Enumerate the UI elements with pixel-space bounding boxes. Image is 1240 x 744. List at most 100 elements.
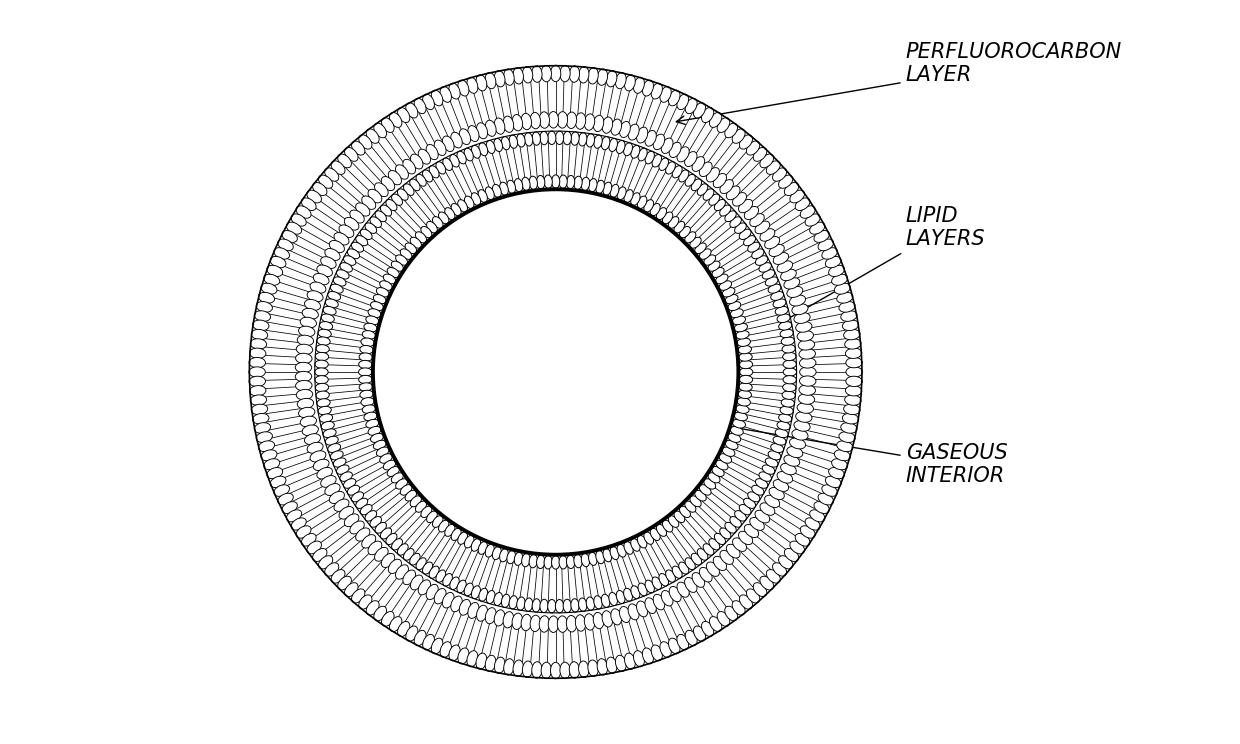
Ellipse shape [270, 476, 286, 487]
Ellipse shape [769, 245, 785, 257]
Ellipse shape [713, 557, 727, 571]
Ellipse shape [525, 132, 533, 146]
Ellipse shape [445, 208, 455, 219]
Ellipse shape [707, 562, 719, 577]
Ellipse shape [253, 320, 269, 330]
Ellipse shape [603, 182, 611, 195]
Ellipse shape [689, 496, 701, 507]
Ellipse shape [637, 196, 647, 208]
Ellipse shape [569, 661, 579, 679]
Ellipse shape [601, 137, 610, 150]
Ellipse shape [748, 492, 760, 501]
Ellipse shape [722, 288, 735, 297]
Ellipse shape [748, 243, 760, 252]
Ellipse shape [703, 544, 714, 555]
Ellipse shape [503, 658, 515, 675]
Ellipse shape [312, 548, 327, 562]
Ellipse shape [467, 126, 479, 141]
Ellipse shape [515, 552, 523, 565]
Ellipse shape [733, 420, 745, 428]
Ellipse shape [368, 189, 382, 203]
Ellipse shape [358, 135, 372, 149]
Ellipse shape [300, 317, 316, 328]
Ellipse shape [451, 132, 463, 148]
Ellipse shape [361, 229, 372, 240]
Ellipse shape [709, 112, 722, 127]
Ellipse shape [336, 465, 350, 474]
Ellipse shape [374, 211, 387, 222]
Ellipse shape [334, 277, 346, 286]
Ellipse shape [692, 157, 704, 171]
Ellipse shape [396, 479, 408, 489]
Ellipse shape [707, 167, 719, 182]
Ellipse shape [713, 173, 727, 187]
Ellipse shape [315, 383, 329, 391]
Ellipse shape [618, 187, 626, 199]
Ellipse shape [593, 115, 604, 132]
Ellipse shape [699, 484, 711, 496]
Ellipse shape [281, 231, 298, 243]
Ellipse shape [739, 504, 751, 515]
Ellipse shape [363, 412, 377, 421]
Ellipse shape [750, 517, 764, 530]
Ellipse shape [532, 65, 542, 83]
Ellipse shape [352, 141, 365, 155]
Ellipse shape [315, 360, 329, 368]
Ellipse shape [479, 589, 487, 601]
Ellipse shape [471, 539, 481, 551]
Ellipse shape [730, 309, 743, 318]
Ellipse shape [321, 314, 335, 323]
Ellipse shape [610, 185, 619, 197]
Ellipse shape [684, 558, 696, 570]
Ellipse shape [458, 80, 469, 96]
Ellipse shape [479, 190, 487, 202]
Ellipse shape [373, 606, 387, 620]
Ellipse shape [512, 613, 522, 629]
Ellipse shape [765, 237, 780, 248]
Ellipse shape [777, 261, 792, 272]
Ellipse shape [702, 621, 714, 637]
Ellipse shape [841, 311, 857, 321]
Ellipse shape [389, 617, 402, 632]
Ellipse shape [760, 503, 775, 516]
Ellipse shape [249, 367, 265, 377]
Ellipse shape [714, 199, 725, 211]
Ellipse shape [439, 212, 449, 224]
Ellipse shape [382, 118, 394, 132]
Ellipse shape [443, 136, 454, 152]
Ellipse shape [507, 180, 516, 193]
Ellipse shape [575, 113, 585, 129]
Ellipse shape [846, 357, 862, 368]
Ellipse shape [405, 243, 417, 254]
Ellipse shape [800, 367, 816, 377]
Ellipse shape [260, 283, 277, 294]
Ellipse shape [316, 467, 332, 479]
Ellipse shape [443, 574, 453, 586]
Ellipse shape [361, 397, 374, 406]
Ellipse shape [813, 501, 830, 513]
Ellipse shape [582, 554, 590, 567]
Ellipse shape [379, 454, 392, 464]
Ellipse shape [797, 330, 813, 341]
Ellipse shape [392, 194, 403, 205]
Ellipse shape [611, 609, 621, 625]
Ellipse shape [780, 406, 794, 414]
Ellipse shape [295, 371, 311, 382]
Ellipse shape [846, 348, 862, 359]
Ellipse shape [423, 562, 433, 574]
Ellipse shape [719, 205, 730, 216]
Ellipse shape [689, 237, 701, 248]
Ellipse shape [356, 203, 370, 216]
Ellipse shape [374, 183, 388, 196]
Ellipse shape [418, 149, 430, 164]
Ellipse shape [579, 66, 589, 83]
Ellipse shape [763, 465, 775, 474]
Ellipse shape [800, 376, 816, 386]
Ellipse shape [467, 77, 477, 93]
Ellipse shape [603, 117, 613, 133]
Ellipse shape [317, 399, 330, 407]
Ellipse shape [465, 536, 474, 548]
Ellipse shape [725, 295, 738, 304]
Ellipse shape [559, 175, 567, 188]
Ellipse shape [751, 485, 764, 495]
